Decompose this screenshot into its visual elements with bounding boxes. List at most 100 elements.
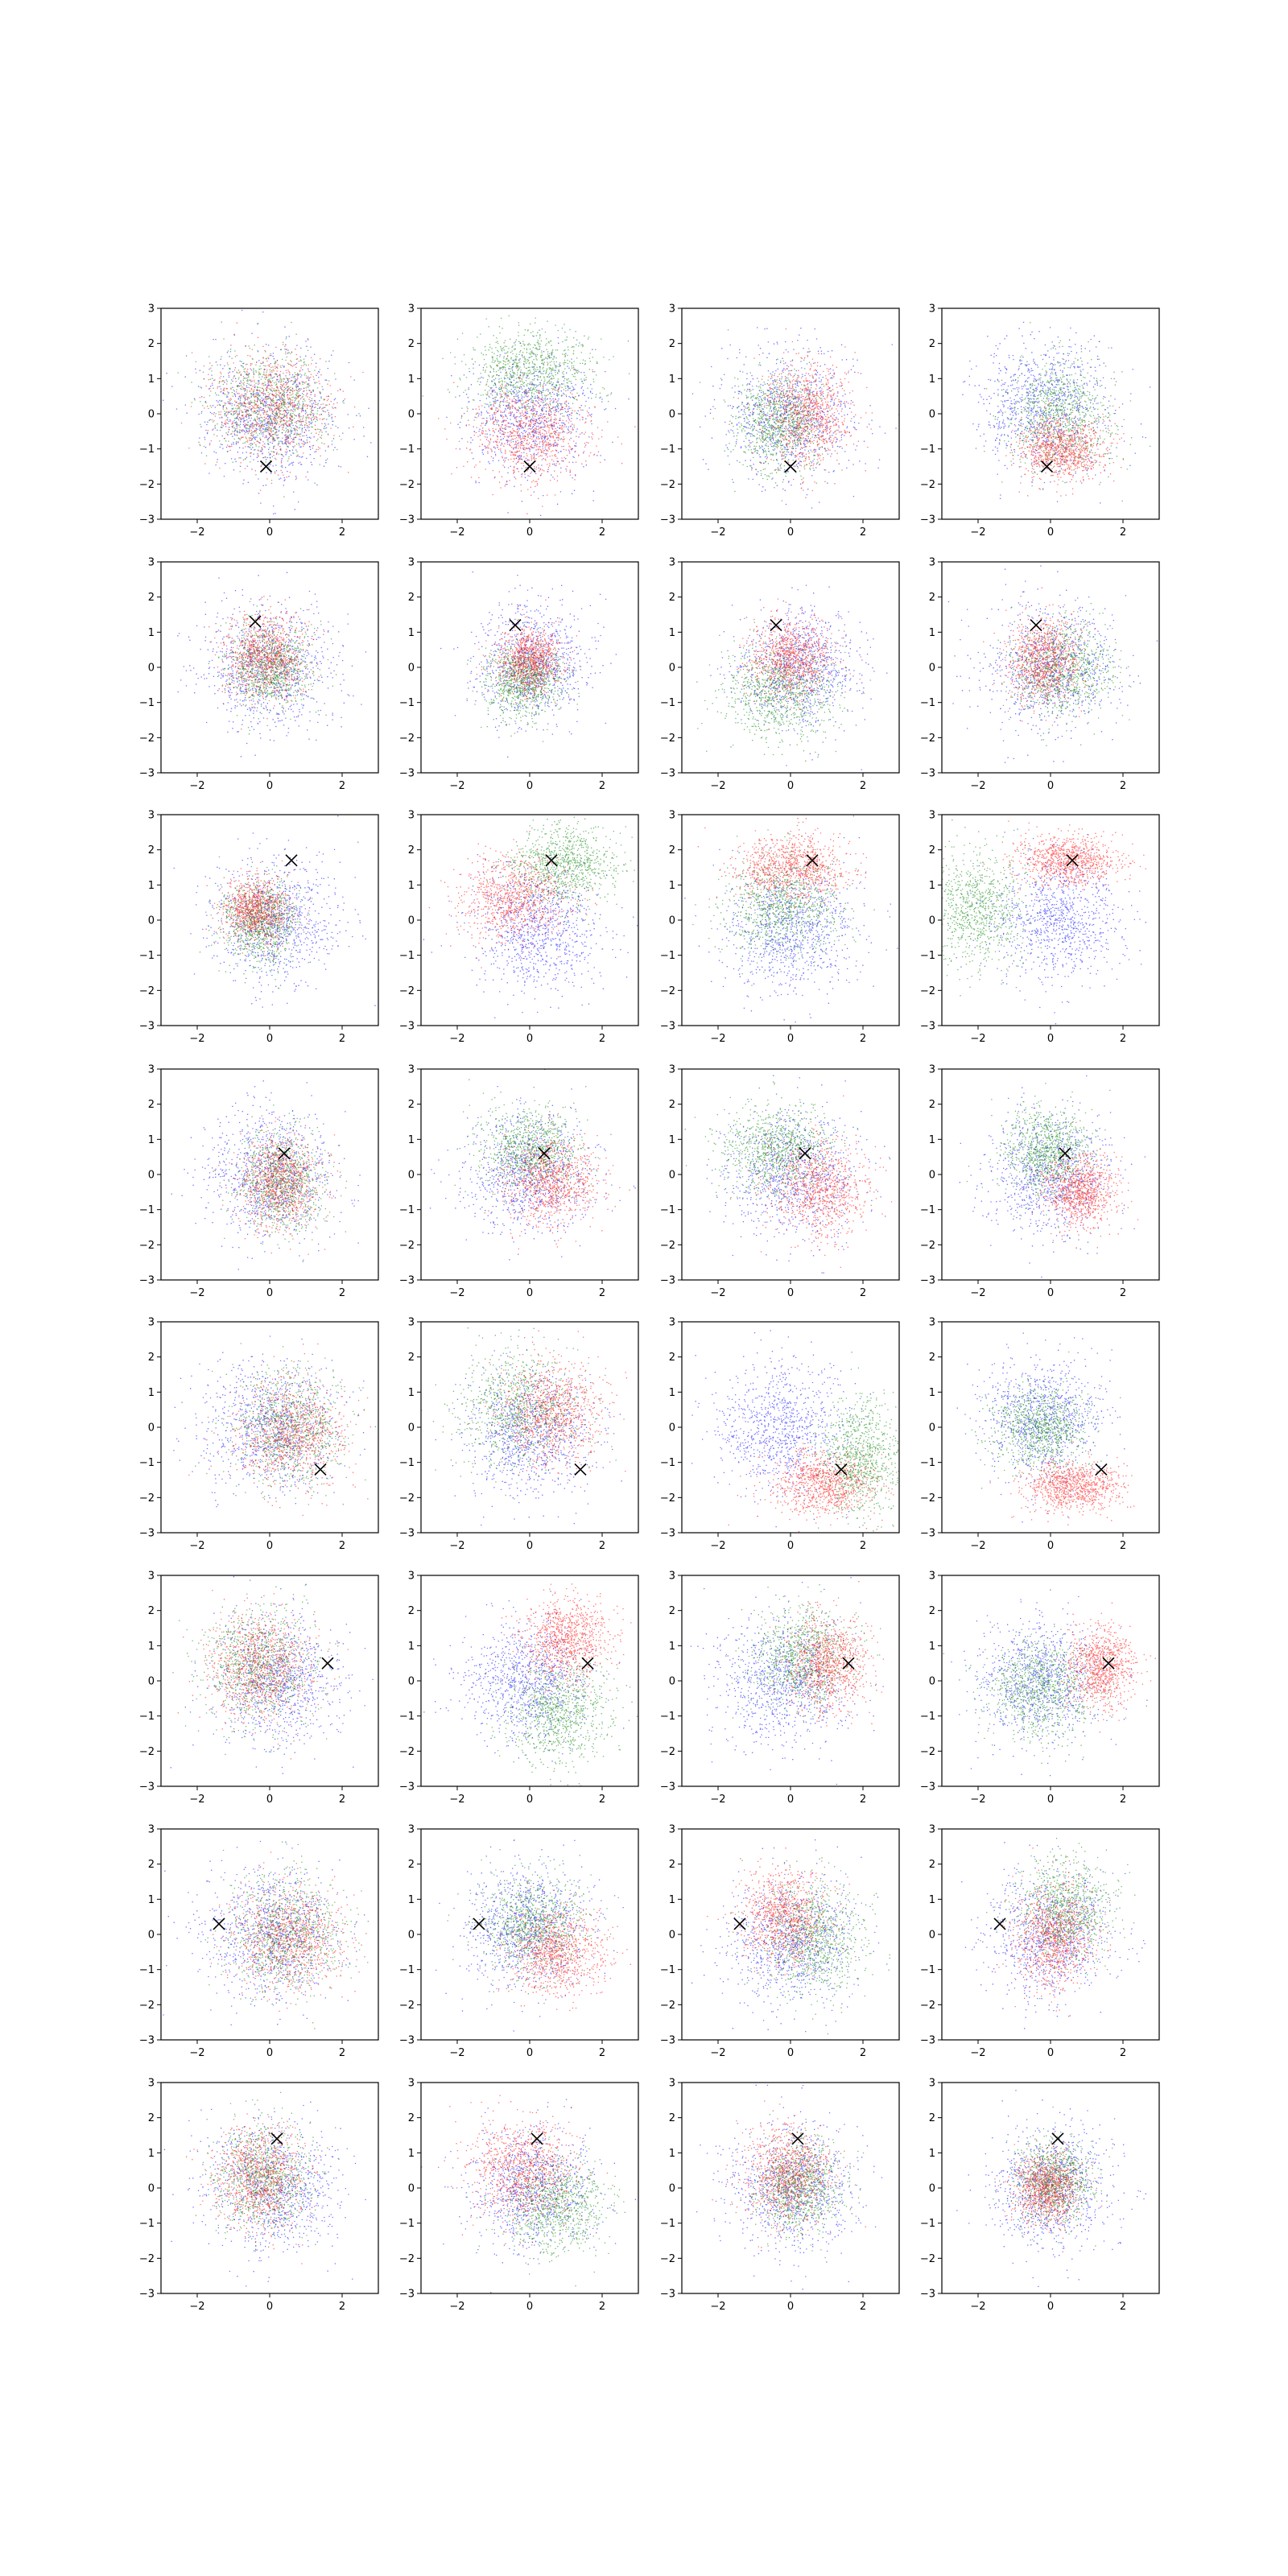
- y-tick-label: 3: [929, 2078, 935, 2090]
- x-tick-label: 2: [599, 1033, 605, 1045]
- x-tick-label: −2: [710, 1287, 725, 1299]
- y-tick-label: −3: [660, 1781, 675, 1794]
- series-green-points: [447, 1839, 619, 2004]
- x-marker: [993, 1918, 1006, 1930]
- y-tick-label: 0: [148, 1930, 155, 1942]
- y-tick-label: 0: [148, 663, 155, 675]
- y-tick-label: 3: [148, 1571, 155, 1583]
- series-green-points: [684, 1081, 858, 1216]
- y-tick-label: −3: [920, 1781, 935, 1794]
- scatter-points: [423, 816, 638, 1019]
- y-tick-label: 2: [408, 1859, 415, 1871]
- y-tick-label: −3: [399, 2289, 415, 2301]
- y-tick-label: 1: [148, 1894, 155, 1906]
- subplot-8-4: −2 0 2 −3 −2 −1 0 1 2 3: [920, 2078, 1160, 2313]
- x-marker: [321, 1657, 334, 1670]
- series-red-points: [421, 2095, 613, 2248]
- x-marker: [806, 854, 819, 867]
- x-tick-label: 2: [860, 1540, 866, 1552]
- y-tick-label: 0: [408, 1930, 415, 1942]
- subplot-8-2: −2 0 2 −3 −2 −1 0 1 2 3: [399, 2078, 639, 2313]
- scatter-points: [962, 321, 1151, 504]
- series-red-points: [209, 1852, 367, 2013]
- scatter-points: [163, 309, 372, 515]
- x-tick-label: 0: [787, 2047, 794, 2059]
- series-green-points: [177, 321, 360, 497]
- y-tick-label: 3: [929, 303, 935, 316]
- y-tick-label: −2: [399, 479, 415, 491]
- x-tick-label: 0: [1047, 526, 1054, 539]
- x-tick-label: 2: [1120, 1540, 1126, 1552]
- y-tick-label: −2: [660, 1746, 675, 1758]
- y-tick-label: 0: [929, 1676, 935, 1688]
- y-tick-label: 0: [408, 663, 415, 675]
- y-tick-label: 1: [669, 374, 675, 386]
- y-tick-label: 0: [408, 2183, 415, 2195]
- y-tick-label: −1: [399, 950, 415, 962]
- x-marker: [1102, 1657, 1115, 1670]
- y-tick-label: 2: [669, 1859, 675, 1871]
- y-tick-label: −3: [920, 1021, 935, 1033]
- x-tick-label: −2: [710, 1540, 725, 1552]
- x-tick-label: 0: [526, 1540, 533, 1552]
- x-marker: [733, 1918, 746, 1930]
- x-tick-label: −2: [189, 526, 204, 539]
- scatter-points: [696, 584, 888, 770]
- series-red-points: [980, 1847, 1112, 2017]
- y-tick-label: 2: [148, 1352, 155, 1364]
- x-tick-label: 2: [860, 1033, 866, 1045]
- y-tick-label: −1: [399, 2218, 415, 2230]
- y-tick-label: 1: [148, 2148, 155, 2160]
- y-tick-label: 2: [669, 1605, 675, 1617]
- x-tick-label: 2: [599, 780, 605, 792]
- y-tick-label: 3: [929, 1317, 935, 1329]
- y-tick-label: 1: [148, 1641, 155, 1653]
- x-marker: [213, 1918, 225, 1930]
- series-red-points: [188, 1343, 371, 1517]
- y-tick-label: 2: [408, 1605, 415, 1617]
- series-blue-points: [690, 1577, 884, 1785]
- y-tick-label: 0: [408, 915, 415, 927]
- x-tick-label: 2: [339, 1287, 345, 1299]
- x-tick-label: −2: [189, 1540, 204, 1552]
- x-tick-label: 0: [1047, 1287, 1054, 1299]
- x-marker: [270, 2132, 283, 2145]
- y-tick-label: −3: [920, 2035, 935, 2047]
- x-tick-label: −2: [970, 780, 985, 792]
- series-red-points: [468, 1330, 628, 1488]
- y-tick-label: 1: [148, 627, 155, 639]
- x-marker: [1040, 460, 1054, 473]
- x-marker: [1066, 854, 1079, 867]
- x-tick-label: 0: [787, 526, 794, 539]
- y-tick-label: −3: [399, 1021, 415, 1033]
- series-red-points: [428, 831, 597, 968]
- y-tick-label: −3: [399, 2035, 415, 2047]
- panels-layer: −2 0 2 −3 −2 −1 0 1 2 3 −2 0 2 −3 −2 −1 0 1 2 3 −2 0 2 −3 −2 −1 0 1…: [139, 303, 1160, 2313]
- series-red-points: [438, 355, 636, 514]
- y-tick-label: 3: [148, 1064, 155, 1076]
- y-tick-label: −3: [399, 1781, 415, 1794]
- x-tick-label: 0: [787, 1794, 794, 1806]
- y-tick-label: −3: [139, 514, 155, 526]
- x-tick-label: −2: [970, 2301, 985, 2313]
- x-marker: [249, 615, 262, 628]
- y-tick-label: −1: [139, 1457, 155, 1469]
- y-tick-label: 0: [669, 409, 675, 421]
- y-tick-label: 1: [929, 1134, 935, 1146]
- x-tick-label: 2: [599, 2301, 605, 2313]
- y-tick-label: 0: [148, 1676, 155, 1688]
- subplot-6-2: −2 0 2 −3 −2 −1 0 1 2 3: [399, 1571, 639, 1806]
- y-tick-label: 0: [408, 409, 415, 421]
- x-marker: [523, 460, 536, 473]
- y-tick-label: 0: [929, 1930, 935, 1942]
- y-tick-label: 1: [148, 880, 155, 892]
- y-tick-label: −2: [399, 1746, 415, 1758]
- y-tick-label: −3: [399, 514, 415, 526]
- subplot-3-2: −2 0 2 −3 −2 −1 0 1 2 3: [399, 810, 639, 1045]
- y-tick-label: −2: [920, 1746, 935, 1758]
- y-tick-label: 1: [408, 627, 415, 639]
- series-red-points: [483, 1113, 630, 1250]
- x-tick-label: 2: [860, 2301, 866, 2313]
- x-tick-label: −2: [970, 1794, 985, 1806]
